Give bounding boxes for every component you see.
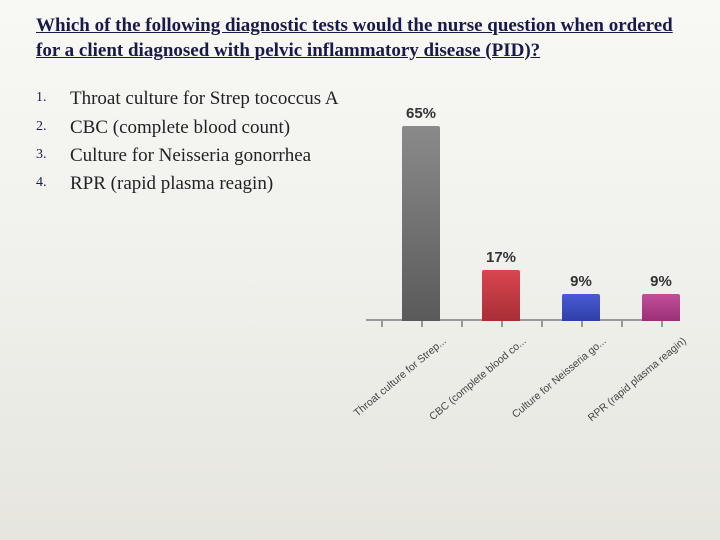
list-number: 3. (36, 144, 70, 168)
bar (482, 270, 520, 321)
x-axis-labels: Throat culture for Strep...CBC (complete… (366, 327, 676, 437)
list-text: Culture for Neisseria gonorrhea (70, 144, 356, 168)
list-text: RPR (rapid plasma reagin) (70, 172, 356, 196)
list-number: 2. (36, 116, 70, 140)
list-item: 2. CBC (complete blood count) (36, 116, 356, 140)
bar (642, 294, 680, 321)
bar-wrap: 9% (641, 273, 681, 321)
x-axis-label: Culture for Neisseria go... (475, 335, 609, 450)
list-item: 4. RPR (rapid plasma reagin) (36, 172, 356, 196)
list-item: 1. Throat culture for Strep tococcus A (36, 87, 356, 111)
x-axis-label: CBC (complete blood co... (395, 335, 529, 450)
list-text: CBC (complete blood count) (70, 116, 356, 140)
bar-value-label: 9% (650, 273, 672, 290)
answer-list: 1. Throat culture for Strep tococcus A 2… (36, 87, 356, 437)
list-number: 1. (36, 87, 70, 111)
bar-wrap: 9% (561, 273, 601, 321)
x-axis-label: RPR (rapid plasma reagin) (555, 335, 689, 450)
bar (402, 126, 440, 321)
list-number: 4. (36, 172, 70, 196)
chart-column: 65% 17% 9% 9% Throat culture for Strep...CB… (356, 87, 700, 437)
list-item: 3. Culture for Neisseria gonorrhea (36, 144, 356, 168)
bar-wrap: 17% (481, 249, 521, 321)
question-title: Which of the following diagnostic tests … (0, 0, 720, 69)
list-text: Throat culture for Strep tococcus A (70, 87, 356, 111)
bar-value-label: 9% (570, 273, 592, 290)
bar-value-label: 17% (486, 249, 516, 266)
content-row: 1. Throat culture for Strep tococcus A 2… (0, 69, 720, 437)
bar-wrap: 65% (401, 105, 441, 321)
bar-chart: 65% 17% 9% 9% (366, 91, 676, 321)
bar-value-label: 65% (406, 105, 436, 122)
bar (562, 294, 600, 321)
